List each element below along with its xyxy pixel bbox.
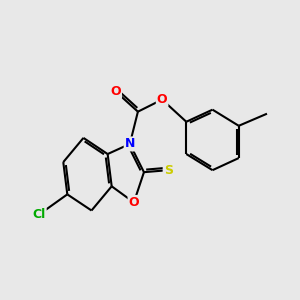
Text: Cl: Cl xyxy=(32,208,46,221)
Text: S: S xyxy=(164,164,173,177)
Text: O: O xyxy=(110,85,121,98)
Text: O: O xyxy=(129,196,139,209)
Text: O: O xyxy=(157,93,167,106)
Text: N: N xyxy=(124,137,135,150)
